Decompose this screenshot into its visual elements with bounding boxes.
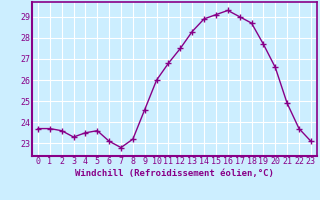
X-axis label: Windchill (Refroidissement éolien,°C): Windchill (Refroidissement éolien,°C): [75, 169, 274, 178]
